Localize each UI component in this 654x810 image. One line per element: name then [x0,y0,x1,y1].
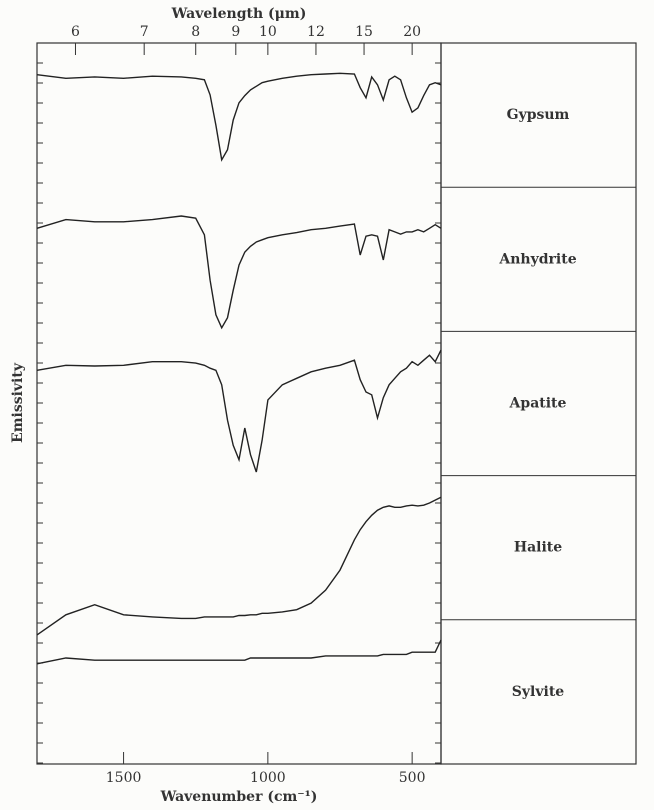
x2-tick-label: 7 [140,24,149,40]
x-axis-label: Wavenumber (cm⁻¹) [160,789,318,805]
spectrum-line [36,496,442,636]
legend-label: Sylvite [512,684,564,700]
legend-label: Gypsum [507,107,570,123]
x2-tick-label: 10 [259,24,277,40]
spectrum-line [36,215,442,330]
x-tick-label: 1000 [250,770,286,786]
x2-tick-label: 6 [71,24,80,40]
x2-tick-label: 20 [403,24,421,40]
legend-label: Anhydrite [498,251,576,267]
legend-label: Halite [514,540,562,556]
spectrum-line [36,639,442,665]
legend-label: Apatite [509,396,567,412]
x2-axis-label: Wavelength (μm) [171,6,307,22]
x2-tick-label: 12 [307,24,325,40]
x-tick-label: 1500 [106,770,142,786]
spectrum-line [36,349,442,473]
y-axis-label: Emissivity [10,362,26,443]
x-tick-label: 500 [399,770,426,786]
x2-tick-label: 9 [231,24,240,40]
x2-tick-label: 8 [191,24,200,40]
x2-tick-label: 15 [355,24,373,40]
spectrum-line [36,72,442,162]
